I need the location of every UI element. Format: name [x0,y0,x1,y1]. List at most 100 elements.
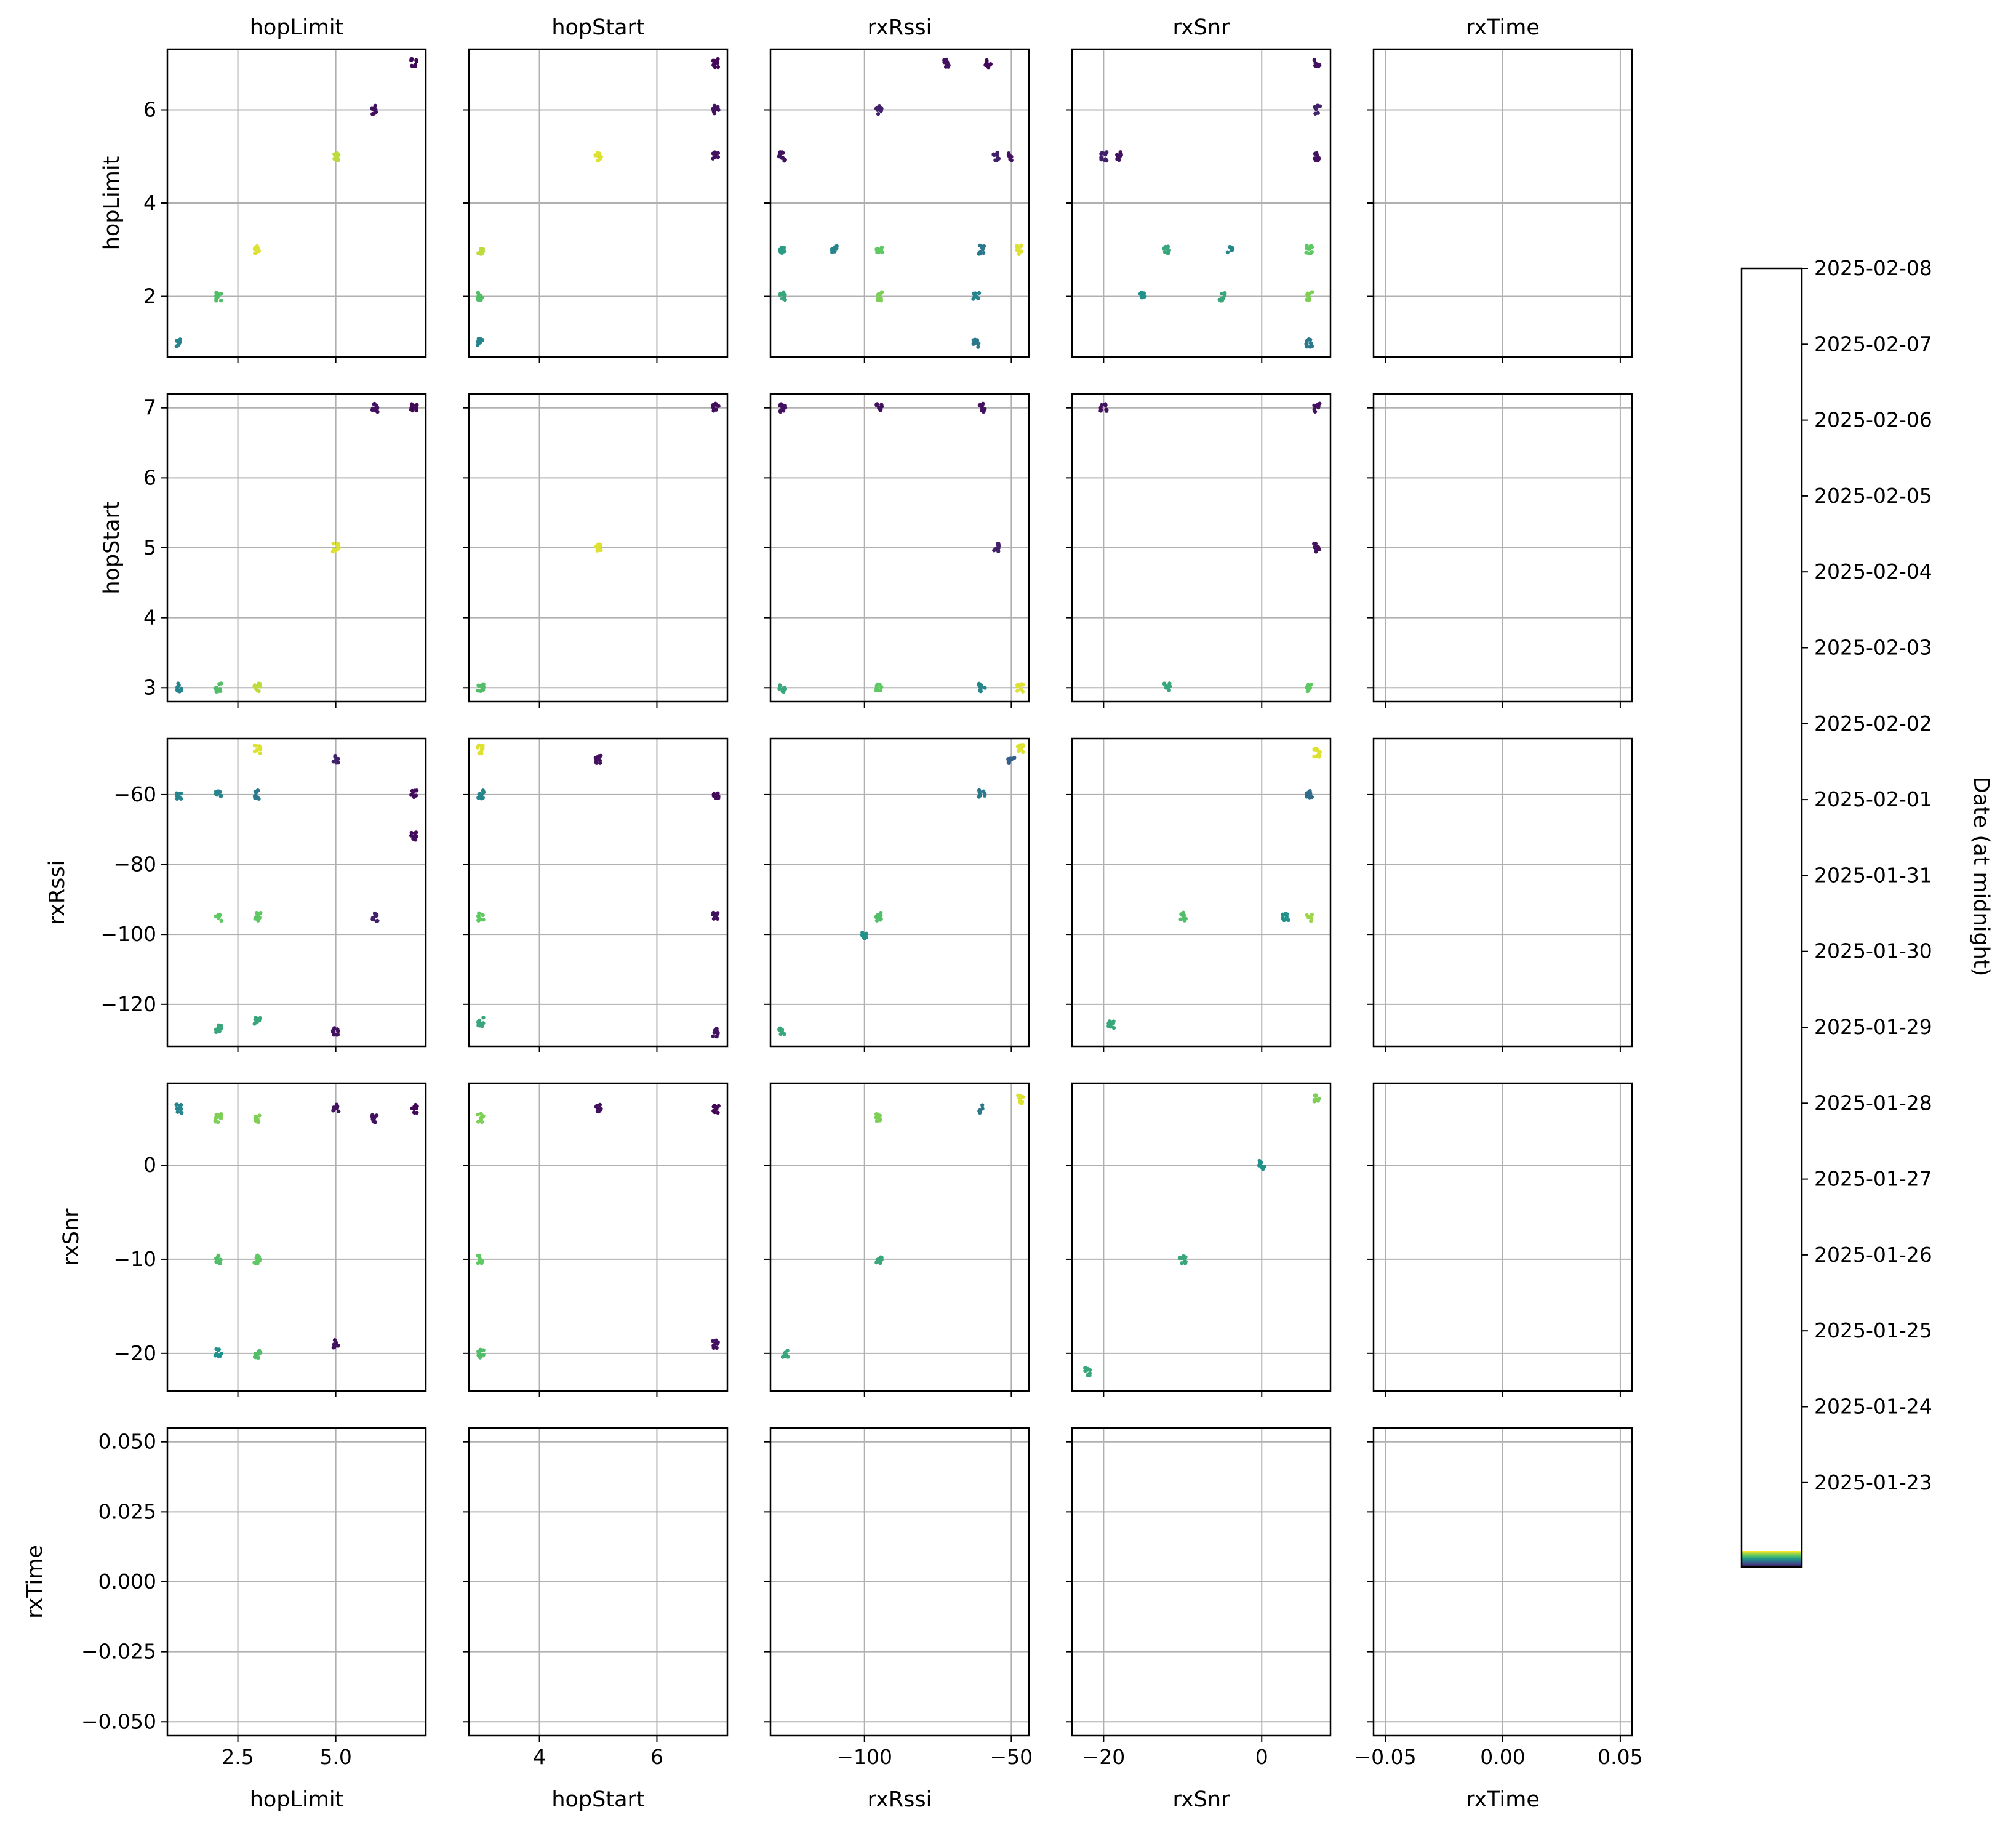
data-point [976,341,981,345]
data-point [1308,340,1313,345]
data-point [476,918,481,923]
data-point [1220,291,1224,296]
data-point [833,249,837,254]
data-point [1225,250,1230,254]
data-point [713,1028,717,1033]
data-point [978,249,983,254]
data-point [258,684,263,689]
data-point [1182,916,1186,921]
data-point [710,1339,715,1344]
data-point [258,1016,262,1020]
y-tick-label: −0.025 [81,1640,156,1664]
data-point [878,1259,882,1263]
data-point [1313,1093,1317,1097]
data-point [217,682,222,686]
data-point [981,789,986,793]
data-point [480,913,485,917]
data-point [874,403,879,407]
data-point [715,1342,720,1346]
data-point [414,406,418,411]
data-point [370,106,374,111]
panel-hoplimit-vs-rxsnr [1066,48,1332,363]
data-point [481,1352,486,1357]
data-point [713,65,717,70]
data-point [781,409,786,413]
panel-frame [1372,1427,1633,1737]
data-point [252,247,257,251]
colorbar-tick-label: 2025-02-07 [1814,332,1932,356]
data-point [415,403,419,407]
data-point [864,934,868,939]
data-point [216,1353,220,1358]
data-point [258,747,263,752]
data-point [1104,409,1109,413]
data-point [333,753,337,758]
panel-frame [166,1427,427,1737]
y-tick-label: 5 [143,535,156,559]
colorbar-gradient-stripe [1742,1557,1802,1558]
data-point [1305,795,1309,799]
data-point [1312,58,1317,62]
data-point [980,407,984,412]
data-point [479,683,484,688]
data-point [412,64,417,68]
data-point [258,910,263,915]
data-point [216,913,220,917]
data-point [711,403,716,407]
data-point [971,338,975,342]
panel-background [770,1083,1029,1391]
data-point [1312,407,1317,412]
data-point [1020,689,1025,694]
colorbar-gradient-stripe [1742,1562,1802,1563]
data-point [985,60,989,64]
panel-frame [166,393,427,703]
data-point [372,911,377,916]
x-axis-label-rxrssi: rxRssi [868,1787,932,1812]
data-point [1117,158,1121,162]
data-point [1099,157,1103,162]
data-point [1316,111,1320,115]
x-axis-label-hoplimit: hopLimit [250,1787,344,1812]
column-title-hopstart: hopStart [551,15,644,40]
panel-frame [1071,393,1332,703]
data-point [409,833,414,838]
data-point [1087,1373,1092,1377]
data-point [477,911,481,915]
data-point [335,1032,340,1037]
data-point [373,408,378,413]
data-point [1308,915,1313,919]
data-point [1142,291,1146,295]
data-point [714,912,718,916]
data-point [981,251,986,255]
data-point [1221,296,1226,300]
data-point [477,1018,482,1023]
colorbar-tick-label: 2025-02-04 [1814,559,1932,583]
panel-frame [769,1082,1030,1392]
panel-rxtime-vs-rxtime: −0.05 0.00 0.05 [1354,1427,1643,1769]
colorbar-tick-label: 2025-01-27 [1814,1167,1932,1191]
data-point [255,1117,260,1121]
x-tick-label: 5.0 [319,1745,351,1769]
y-axis-label-rxrssi: rxRssi [45,860,70,925]
data-point [335,151,340,156]
data-point [712,103,717,108]
data-point [255,244,260,249]
colorbar: 2025-02-08 2025-02-07 2025-02-06 2025-02-05… [1740,256,1932,1568]
data-point [1162,246,1167,251]
data-point [252,1355,257,1359]
data-point [878,1255,883,1259]
data-point [335,543,340,548]
data-point [214,689,219,694]
data-point [878,105,882,110]
data-point [877,1113,881,1118]
data-point [1305,246,1309,251]
data-point [1307,291,1311,296]
data-point [481,1114,486,1118]
data-point [982,244,986,249]
panel-hoplimit-vs-hoplimit: 2 4 6 [143,48,427,363]
colorbar-gradient-stripe [1742,1561,1802,1563]
data-point [1222,293,1227,297]
x-axis-label-rxsnr: rxSnr [1173,1787,1231,1812]
data-point [331,1107,336,1112]
